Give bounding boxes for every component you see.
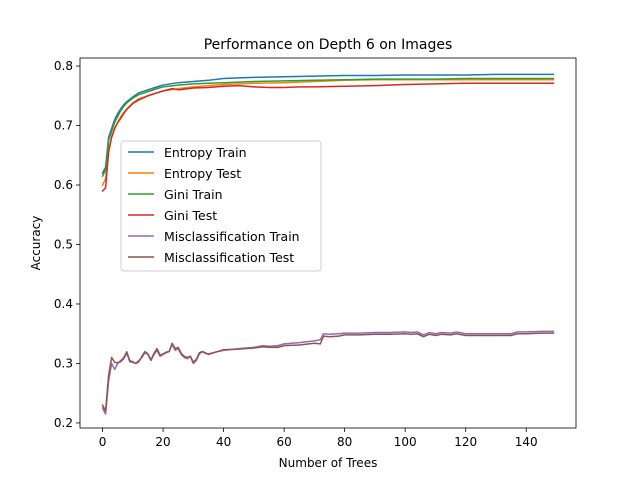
y-tick-label: 0.5 [54,237,73,251]
y-tick-label: 0.3 [54,356,73,370]
y-tick-label: 0.4 [54,297,73,311]
axes-frame [79,57,577,429]
x-tick-label: 80 [337,435,352,449]
y-tick-label: 0.8 [54,59,73,73]
legend: Entropy Train Entropy Test Gini Train Gini … [120,140,322,272]
legend-label-2: Gini Train [164,187,223,202]
legend-label-0: Entropy Train [164,145,247,160]
x-tick-label: 40 [216,435,231,449]
series-line-0 [101,73,555,175]
series-line-2 [101,77,555,178]
series-line-3 [101,82,555,193]
x-tick-label: 60 [276,435,291,449]
y-axis-label: Accuracy [29,216,43,271]
x-axis-label: Number of Trees [279,456,378,470]
legend-label-4: Misclassification Train [164,229,300,244]
y-tick-label: 0.2 [54,416,73,430]
x-tick-label: 100 [394,435,417,449]
legend-label-3: Gini Test [164,208,217,223]
x-tick-label: 20 [155,435,170,449]
legend-label-1: Entropy Test [164,166,241,181]
legend-label-5: Misclassification Test [164,250,294,265]
x-tick-label: 140 [515,435,538,449]
plot-area: 0 20 40 60 80 100 120 140 0.2 0.3 0.4 0.5 0.6 0.7 0.8 [54,57,577,449]
y-tick-label: 0.7 [54,119,73,133]
series-layer [101,73,555,415]
y-tick-label: 0.6 [54,178,73,192]
x-tick-label: 120 [454,435,477,449]
chart-title: Performance on Depth 6 on Images [204,37,453,53]
y-axis-ticks: 0.2 0.3 0.4 0.5 0.6 0.7 0.8 [54,59,80,430]
x-axis-ticks: 0 20 40 60 80 100 120 140 [99,428,538,449]
legend-box [120,140,322,272]
x-tick-label: 0 [99,435,107,449]
series-line-5 [101,332,555,412]
